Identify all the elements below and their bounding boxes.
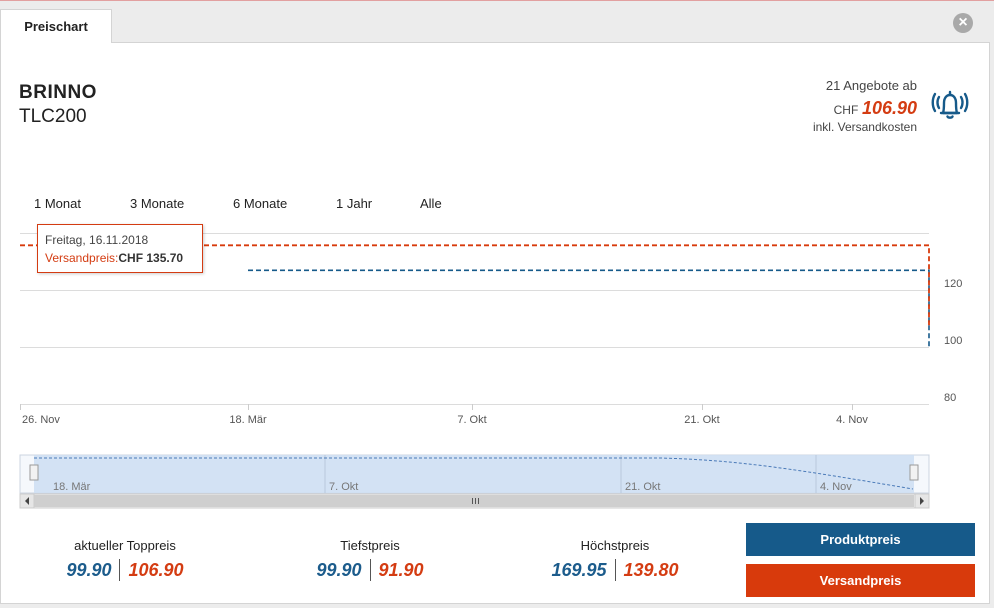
- stat-current-top-price: aktueller Toppreis 99.90 106.90: [45, 538, 205, 581]
- product-model: TLC200: [19, 106, 87, 127]
- stat-label: aktueller Toppreis: [74, 538, 176, 553]
- stat-label: Höchstpreis: [580, 538, 650, 553]
- stat-product-price: 99.90: [66, 559, 112, 580]
- stat-lowest-price: Tiefstpreis 99.90 91.90: [290, 538, 450, 581]
- bell-alert-icon[interactable]: [930, 86, 970, 126]
- x-tick-label: 4. Nov: [836, 414, 868, 426]
- series-line-versandpreis[interactable]: [20, 244, 930, 328]
- close-icon[interactable]: ×: [953, 13, 973, 33]
- navigator-handle-right[interactable]: [909, 464, 919, 481]
- scrollbar-thumb[interactable]: [34, 495, 914, 507]
- range-1-month[interactable]: 1 Monat: [34, 196, 81, 211]
- scroll-right-arrow-icon[interactable]: [914, 493, 930, 509]
- series-lines: [20, 244, 930, 348]
- tooltip-value: CHF 135.70: [118, 251, 184, 265]
- stat-label: Tiefstpreis: [340, 538, 400, 553]
- offers-price: 106.90: [861, 98, 917, 118]
- tooltip-date: Freitag, 16.11.2018: [45, 233, 149, 247]
- stat-shipping-price: 139.80: [623, 559, 679, 580]
- product-brand: BRINNO: [19, 82, 97, 103]
- top-accent-line: [0, 0, 994, 1]
- series-line-produktpreis[interactable]: [248, 269, 930, 348]
- navigator-label: 7. Okt: [329, 481, 358, 493]
- tooltip-label: Versandpreis:: [45, 251, 119, 265]
- x-tick-label: 18. Mär: [229, 414, 267, 426]
- x-tick-label: 26. Nov: [22, 414, 60, 426]
- navigator-grid: [324, 455, 817, 493]
- scroll-left-arrow-icon[interactable]: [19, 493, 35, 509]
- navigator-label: 4. Nov: [820, 481, 852, 493]
- stat-shipping-price: 106.90: [128, 559, 184, 580]
- offers-currency: CHF: [833, 103, 859, 117]
- navigator-series: [34, 457, 914, 490]
- shipping-price-button[interactable]: Versandpreis: [746, 564, 975, 597]
- x-tick-label: 7. Okt: [457, 414, 486, 426]
- chart-tooltip: Freitag, 16.11.2018 Versandpreis:CHF 135…: [37, 224, 203, 273]
- navigator-selection[interactable]: [34, 455, 914, 493]
- range-all[interactable]: Alle: [420, 196, 442, 211]
- navigator-label: 18. Mär: [53, 481, 91, 493]
- y-tick-label: 120: [944, 278, 962, 290]
- range-3-months[interactable]: 3 Monate: [130, 196, 185, 211]
- tab-label: Preischart: [24, 19, 88, 34]
- range-1-year[interactable]: 1 Jahr: [336, 196, 373, 211]
- stat-product-price: 169.95: [551, 559, 607, 580]
- tab-preischart[interactable]: Preischart: [0, 9, 112, 43]
- offers-count: 21 Angebote ab: [825, 78, 917, 93]
- chart-panel: [0, 42, 990, 604]
- x-tick-label: 21. Okt: [684, 414, 719, 426]
- stat-shipping-price: 91.90: [378, 559, 424, 580]
- x-axis-labels: 26. Nov 18. Mär 7. Okt 21. Okt 4. Nov: [20, 404, 868, 426]
- product-price-button[interactable]: Produktpreis: [746, 523, 975, 556]
- y-tick-label: 100: [944, 335, 962, 347]
- stat-product-price: 99.90: [316, 559, 362, 580]
- y-tick-label: 80: [944, 392, 956, 404]
- navigator-label: 21. Okt: [625, 481, 660, 493]
- scrollbar-grip-icon: [472, 498, 479, 504]
- y-axis-labels: 80 100 120: [944, 278, 962, 404]
- price-chart: 80 100 120 26. Nov 18. Mär 7. Okt 21. Okt 4. N…: [19, 233, 962, 509]
- range-6-months[interactable]: 6 Monate: [233, 196, 288, 211]
- stat-highest-price: Höchstpreis 169.95 139.80: [535, 538, 695, 581]
- navigator-handle-left[interactable]: [29, 464, 39, 481]
- offers-shipping-note: inkl. Versandkosten: [812, 120, 917, 134]
- offers-summary: 21 Angebote ab CHF 106.90 inkl. Versandk…: [813, 78, 917, 134]
